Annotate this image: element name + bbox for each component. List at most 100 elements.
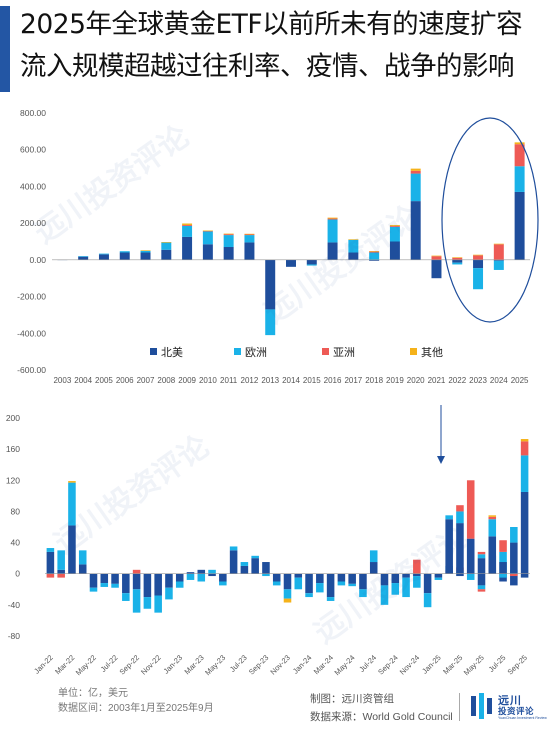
- bar-segment: [202, 230, 213, 232]
- bar-segment: [391, 583, 400, 595]
- legend-swatch: [322, 348, 329, 355]
- title-accent-bar: [0, 6, 10, 92]
- bar-segment: [244, 234, 255, 236]
- bar-segment: [272, 573, 281, 582]
- bar-segment: [240, 562, 249, 566]
- bar-segment: [493, 259, 504, 261]
- bar-segment: [413, 573, 421, 577]
- bar-segment: [327, 219, 338, 243]
- bar-segment: [229, 546, 238, 551]
- x-tick-label: Sep-24: [376, 653, 399, 676]
- x-tick-label: Nov-23: [268, 653, 291, 676]
- brand-mark-icon: [471, 693, 492, 719]
- bar-segment: [223, 235, 234, 248]
- bar-segment: [391, 573, 400, 584]
- x-tick-label: Mar-24: [312, 653, 335, 676]
- bar-segment: [488, 519, 497, 537]
- bar-segment: [456, 511, 464, 524]
- bar-segment: [202, 244, 213, 260]
- bar-segment: [466, 573, 475, 580]
- legend-swatch: [150, 348, 157, 355]
- x-tick-label: 2017: [344, 376, 362, 385]
- bar-segment: [389, 241, 400, 260]
- bar-segment: [369, 251, 380, 252]
- title-line-1: 2025年全球黄金ETF以前所未有的速度扩容: [20, 9, 523, 40]
- bar-segment: [514, 191, 525, 260]
- bar-segment: [348, 573, 356, 584]
- bar-segment: [510, 542, 518, 574]
- source-name: World Gold Council: [362, 711, 453, 723]
- bar-segment: [122, 593, 130, 601]
- bar-segment: [305, 593, 313, 598]
- x-tick-label: Jul-23: [228, 653, 249, 674]
- x-tick-label: Nov-22: [139, 653, 162, 676]
- bar-segment: [294, 573, 303, 578]
- bar-segment: [510, 527, 518, 543]
- x-tick-label: Mar-25: [441, 653, 464, 676]
- bar-segment: [165, 573, 173, 588]
- x-tick-label: Jul-25: [487, 653, 508, 674]
- bar-segment: [488, 515, 497, 517]
- bar-segment: [140, 252, 151, 260]
- bar-segment: [431, 256, 442, 260]
- bar-segment: [369, 259, 380, 261]
- x-tick-label: 2016: [324, 376, 342, 385]
- bar-segment: [283, 598, 292, 603]
- bar-segment: [466, 480, 475, 539]
- bar-segment: [514, 166, 525, 192]
- bar-segment: [389, 226, 400, 242]
- bar-segment: [316, 573, 324, 584]
- made-by: 制图：远川资管组: [310, 693, 394, 705]
- bar-segment: [477, 573, 486, 586]
- bar-segment: [434, 573, 443, 578]
- bar-segment: [78, 550, 87, 565]
- legend-label: 北美: [161, 346, 183, 359]
- bar-segment: [98, 253, 109, 255]
- bar-segment: [499, 573, 507, 582]
- highlight-ellipse: [441, 117, 539, 323]
- bar-segment: [182, 224, 193, 226]
- bar-segment: [132, 589, 141, 613]
- bar-segment: [223, 233, 234, 235]
- bar-segment: [410, 168, 421, 171]
- brand-sub: 投资评论: [498, 706, 535, 716]
- bar-segment: [389, 225, 400, 227]
- x-tick-label: May-25: [462, 653, 486, 677]
- bar-segment: [68, 482, 76, 526]
- source-line: 数据来源：World Gold Council: [310, 708, 453, 726]
- bar-segment: [78, 256, 89, 260]
- bar-segment: [520, 441, 529, 456]
- bar-segment: [262, 562, 270, 574]
- bar-segment: [466, 538, 475, 574]
- bar-segment: [337, 573, 346, 582]
- bar-segment: [306, 259, 317, 265]
- bar-segment: [456, 523, 464, 574]
- bar-segment: [57, 569, 65, 574]
- bar-segment: [369, 550, 378, 563]
- bar-segment: [431, 259, 442, 279]
- bar-segment: [119, 252, 130, 260]
- bar-segment: [348, 239, 359, 253]
- bar-segment: [283, 573, 292, 590]
- bar-segment: [499, 562, 507, 574]
- bar-segment: [477, 554, 486, 559]
- bar-segment: [197, 569, 206, 574]
- x-tick-label: 2012: [241, 376, 259, 385]
- bar-segment: [413, 576, 421, 588]
- bar-segment: [413, 559, 421, 574]
- bar-segment: [305, 573, 313, 594]
- x-tick-label: May-23: [203, 653, 227, 677]
- brand-logo: 远川 投资评论 YuanChuan Investment Review: [470, 691, 548, 721]
- x-tick-label: 2021: [428, 376, 446, 385]
- bar-segment: [182, 225, 193, 237]
- bar-segment: [423, 593, 432, 608]
- x-tick-label: Jan-23: [162, 653, 185, 676]
- bar-segment: [219, 573, 227, 582]
- bar-segment: [100, 583, 109, 587]
- bar-segment: [493, 260, 504, 270]
- y-tick-label: 0: [15, 569, 20, 579]
- x-tick-label: Jan-24: [291, 653, 314, 676]
- bar-segment: [488, 516, 497, 520]
- bar-segment: [445, 519, 453, 574]
- bar-segment: [229, 550, 238, 574]
